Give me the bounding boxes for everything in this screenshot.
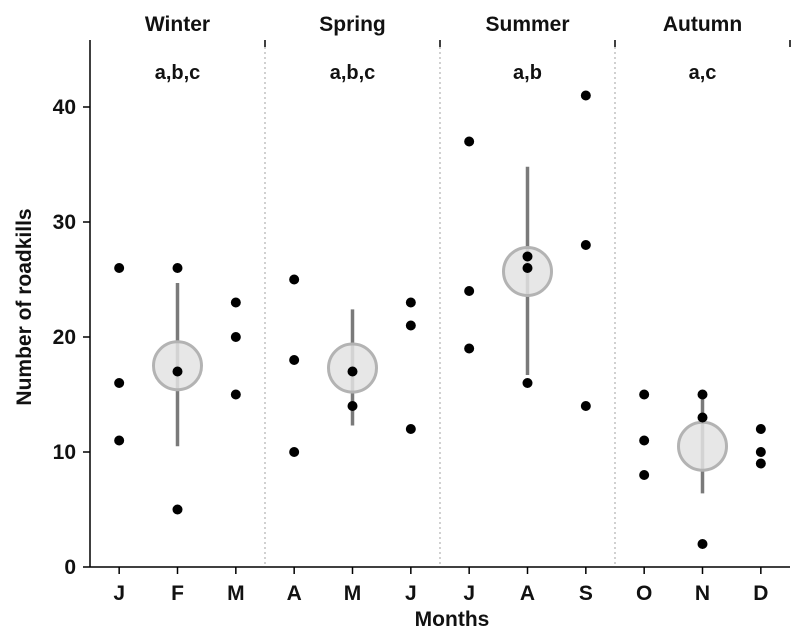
data-point — [639, 435, 650, 446]
data-point — [580, 90, 591, 101]
significance-letters: a,b — [513, 62, 542, 84]
data-point — [580, 401, 591, 411]
x-tick-label: N — [695, 582, 710, 605]
mean-marker — [677, 420, 728, 472]
x-tick-label: S — [579, 582, 593, 605]
data-point — [289, 447, 300, 457]
x-tick-label: D — [753, 582, 768, 605]
x-tick-label: M — [227, 582, 245, 605]
season-dividers — [264, 47, 616, 567]
data-point — [405, 424, 416, 434]
y-ticks: 0 10 20 30 40 — [53, 96, 90, 579]
data-point — [172, 366, 183, 377]
data-point — [230, 297, 241, 308]
data-point — [289, 274, 300, 285]
y-tick-label: 30 — [53, 211, 76, 234]
data-point — [230, 389, 241, 400]
y-axis-label: Number of roadkills — [13, 208, 36, 405]
data-point — [405, 297, 416, 308]
x-tick-label: J — [463, 582, 475, 605]
axes — [89, 47, 790, 568]
data-point — [522, 378, 533, 388]
x-tick-label: O — [636, 582, 652, 605]
y-tick-label: 20 — [53, 326, 76, 349]
data-point — [347, 366, 358, 377]
season-title: Spring — [319, 13, 386, 36]
significance-letters: a,c — [689, 62, 717, 84]
data-point — [114, 378, 125, 388]
data-point — [697, 389, 708, 400]
data-point — [755, 447, 766, 457]
x-axis-label: Months — [415, 608, 490, 631]
mean-marker — [152, 340, 203, 392]
data-points — [114, 90, 766, 549]
y-tick-label: 0 — [64, 556, 76, 579]
data-point — [639, 470, 650, 480]
data-point — [114, 263, 125, 273]
season-title: Summer — [485, 13, 569, 36]
significance-letters: a,b,c — [155, 62, 201, 84]
x-tick-label: M — [344, 582, 362, 605]
x-tick-label: F — [171, 582, 184, 605]
y-tick-label: 40 — [53, 96, 76, 119]
data-point — [347, 401, 358, 411]
data-point — [230, 332, 241, 342]
y-tick-label: 10 — [53, 441, 76, 464]
data-point — [289, 355, 300, 365]
data-point — [697, 539, 708, 549]
data-point — [639, 389, 650, 400]
data-point — [580, 240, 591, 250]
data-point — [522, 263, 533, 273]
error-bars — [175, 166, 705, 494]
data-point — [755, 458, 766, 469]
data-point — [405, 320, 416, 331]
x-tick-label: A — [287, 582, 302, 605]
data-point — [522, 251, 533, 262]
data-point — [172, 504, 183, 515]
season-title: Winter — [145, 13, 210, 36]
x-tick-label: A — [520, 582, 535, 605]
data-point — [464, 136, 475, 147]
data-point — [464, 343, 475, 354]
season-title: Autumn — [663, 13, 742, 36]
data-point — [697, 412, 708, 423]
season-headers: Winter a,b,c Spring a,b,c Summer a,b Autumn a,c — [89, 13, 791, 84]
significance-letters: a,b,c — [330, 62, 376, 84]
data-point — [172, 263, 183, 273]
data-point — [114, 435, 125, 446]
x-tick-label: J — [405, 582, 417, 605]
data-point — [755, 424, 766, 434]
x-tick-label: J — [113, 582, 125, 605]
data-point — [464, 286, 475, 296]
